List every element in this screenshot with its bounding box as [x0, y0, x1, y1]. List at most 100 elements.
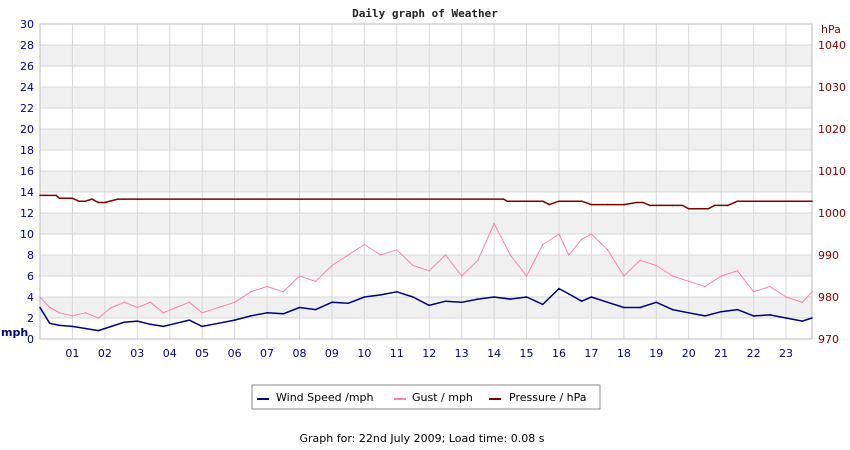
x-tick-label: 11	[390, 347, 404, 360]
data-point-gust-mph	[811, 290, 813, 293]
data-point-gust-mph	[736, 269, 739, 272]
data-point-gust-mph	[752, 290, 755, 293]
x-tick-label: 12	[422, 347, 436, 360]
left-tick-label: 0	[27, 333, 34, 346]
plot-area-border	[39, 23, 813, 340]
data-point-pressure-hpa	[525, 200, 528, 203]
data-point-gust-mph	[704, 285, 706, 288]
left-tick-label: 20	[20, 123, 34, 136]
left-tick-label: 30	[20, 18, 34, 31]
right-axis-unit: hPa	[821, 23, 841, 36]
data-point-gust-mph	[149, 301, 152, 304]
data-point-wind-speed-mph	[379, 294, 382, 296]
x-tick-label: 15	[520, 347, 534, 360]
data-point-pressure-hpa	[642, 201, 645, 204]
data-point-wind-speed-mph	[671, 308, 674, 311]
data-point-gust-mph	[493, 222, 495, 225]
right-tick-label: 970	[818, 333, 839, 346]
x-tick-label: 13	[455, 347, 469, 360]
data-point-gust-mph	[110, 306, 113, 309]
data-point-wind-speed-mph	[188, 319, 191, 321]
grid-band	[40, 129, 812, 150]
data-point-pressure-hpa	[655, 204, 658, 207]
data-point-wind-speed-mph	[606, 301, 609, 304]
data-point-gust-mph	[347, 254, 349, 256]
data-point-gust-mph	[769, 285, 771, 288]
x-tick-label: 05	[195, 347, 209, 360]
data-point-pressure-hpa	[636, 201, 638, 204]
data-point-pressure-hpa	[136, 198, 139, 200]
data-point-pressure-hpa	[649, 204, 651, 207]
data-point-wind-speed-mph	[298, 306, 301, 309]
left-tick-label: 28	[20, 39, 34, 52]
x-tick-label: 10	[357, 347, 371, 360]
grid-band	[40, 213, 812, 234]
data-point-wind-speed-mph	[136, 320, 139, 322]
x-tick-label: 18	[617, 347, 631, 360]
data-point-gust-mph	[558, 233, 560, 235]
data-point-gust-mph	[217, 306, 220, 309]
left-tick-label: 14	[20, 186, 34, 199]
data-point-wind-speed-mph	[811, 317, 813, 319]
data-point-gust-mph	[162, 311, 165, 314]
chart-title: Daily graph of Weather	[352, 7, 498, 20]
data-point-wind-speed-mph	[48, 322, 51, 325]
data-point-gust-mph	[639, 259, 641, 262]
data-point-gust-mph	[428, 269, 431, 272]
data-point-pressure-hpa	[713, 204, 716, 207]
data-point-wind-speed-mph	[704, 315, 706, 317]
data-point-wind-speed-mph	[509, 298, 512, 300]
left-tick-label: 22	[20, 102, 34, 115]
data-point-gust-mph	[379, 254, 382, 256]
left-axis-unit: mph	[1, 326, 28, 339]
data-point-gust-mph	[477, 259, 479, 262]
data-point-wind-speed-mph	[149, 323, 152, 326]
x-tick-label: 22	[747, 347, 761, 360]
data-point-gust-mph	[298, 275, 301, 277]
data-point-gust-mph	[541, 243, 544, 246]
data-point-gust-mph	[525, 275, 528, 277]
right-tick-label: 1020	[818, 123, 846, 136]
data-point-pressure-hpa	[97, 201, 100, 204]
legend-label-pressure: Pressure / hPa	[509, 391, 587, 404]
x-tick-label: 17	[584, 347, 598, 360]
data-point-pressure-hpa	[707, 208, 710, 210]
data-point-wind-speed-mph	[110, 325, 113, 328]
data-point-wind-speed-mph	[428, 304, 431, 307]
data-point-pressure-hpa	[71, 197, 74, 200]
data-point-wind-speed-mph	[233, 319, 236, 321]
data-point-gust-mph	[123, 301, 126, 304]
right-tick-label: 1010	[818, 165, 846, 178]
data-point-wind-speed-mph	[201, 325, 203, 328]
data-point-gust-mph	[671, 275, 674, 277]
data-point-wind-speed-mph	[639, 306, 641, 309]
x-tick-label: 23	[779, 347, 793, 360]
data-point-wind-speed-mph	[460, 301, 463, 304]
data-point-wind-speed-mph	[282, 313, 285, 315]
data-point-wind-speed-mph	[84, 327, 87, 330]
legend-box	[251, 384, 601, 410]
data-point-gust-mph	[580, 238, 583, 241]
data-point-pressure-hpa	[84, 200, 87, 203]
data-point-gust-mph	[567, 254, 570, 256]
data-point-wind-speed-mph	[444, 300, 447, 303]
left-tick-label: 12	[20, 207, 34, 220]
footer-text: Graph for: 22nd July 2009; Load time: 0.…	[300, 432, 545, 445]
data-point-gust-mph	[250, 290, 252, 293]
legend-label-wind-speed: Wind Speed /mph	[276, 391, 374, 404]
right-tick-label: 1000	[818, 207, 846, 220]
right-tick-label: 980	[818, 291, 839, 304]
data-point-wind-speed-mph	[720, 310, 722, 313]
data-point-gust-mph	[412, 264, 414, 267]
left-tick-label: 24	[20, 81, 34, 94]
data-point-wind-speed-mph	[567, 293, 570, 295]
data-point-gust-mph	[175, 306, 178, 309]
data-point-pressure-hpa	[726, 204, 729, 207]
data-point-gust-mph	[785, 296, 787, 298]
data-point-wind-speed-mph	[580, 300, 583, 303]
left-tick-label: 4	[27, 291, 34, 304]
data-point-wind-speed-mph	[250, 315, 252, 317]
left-tick-label: 16	[20, 165, 34, 178]
